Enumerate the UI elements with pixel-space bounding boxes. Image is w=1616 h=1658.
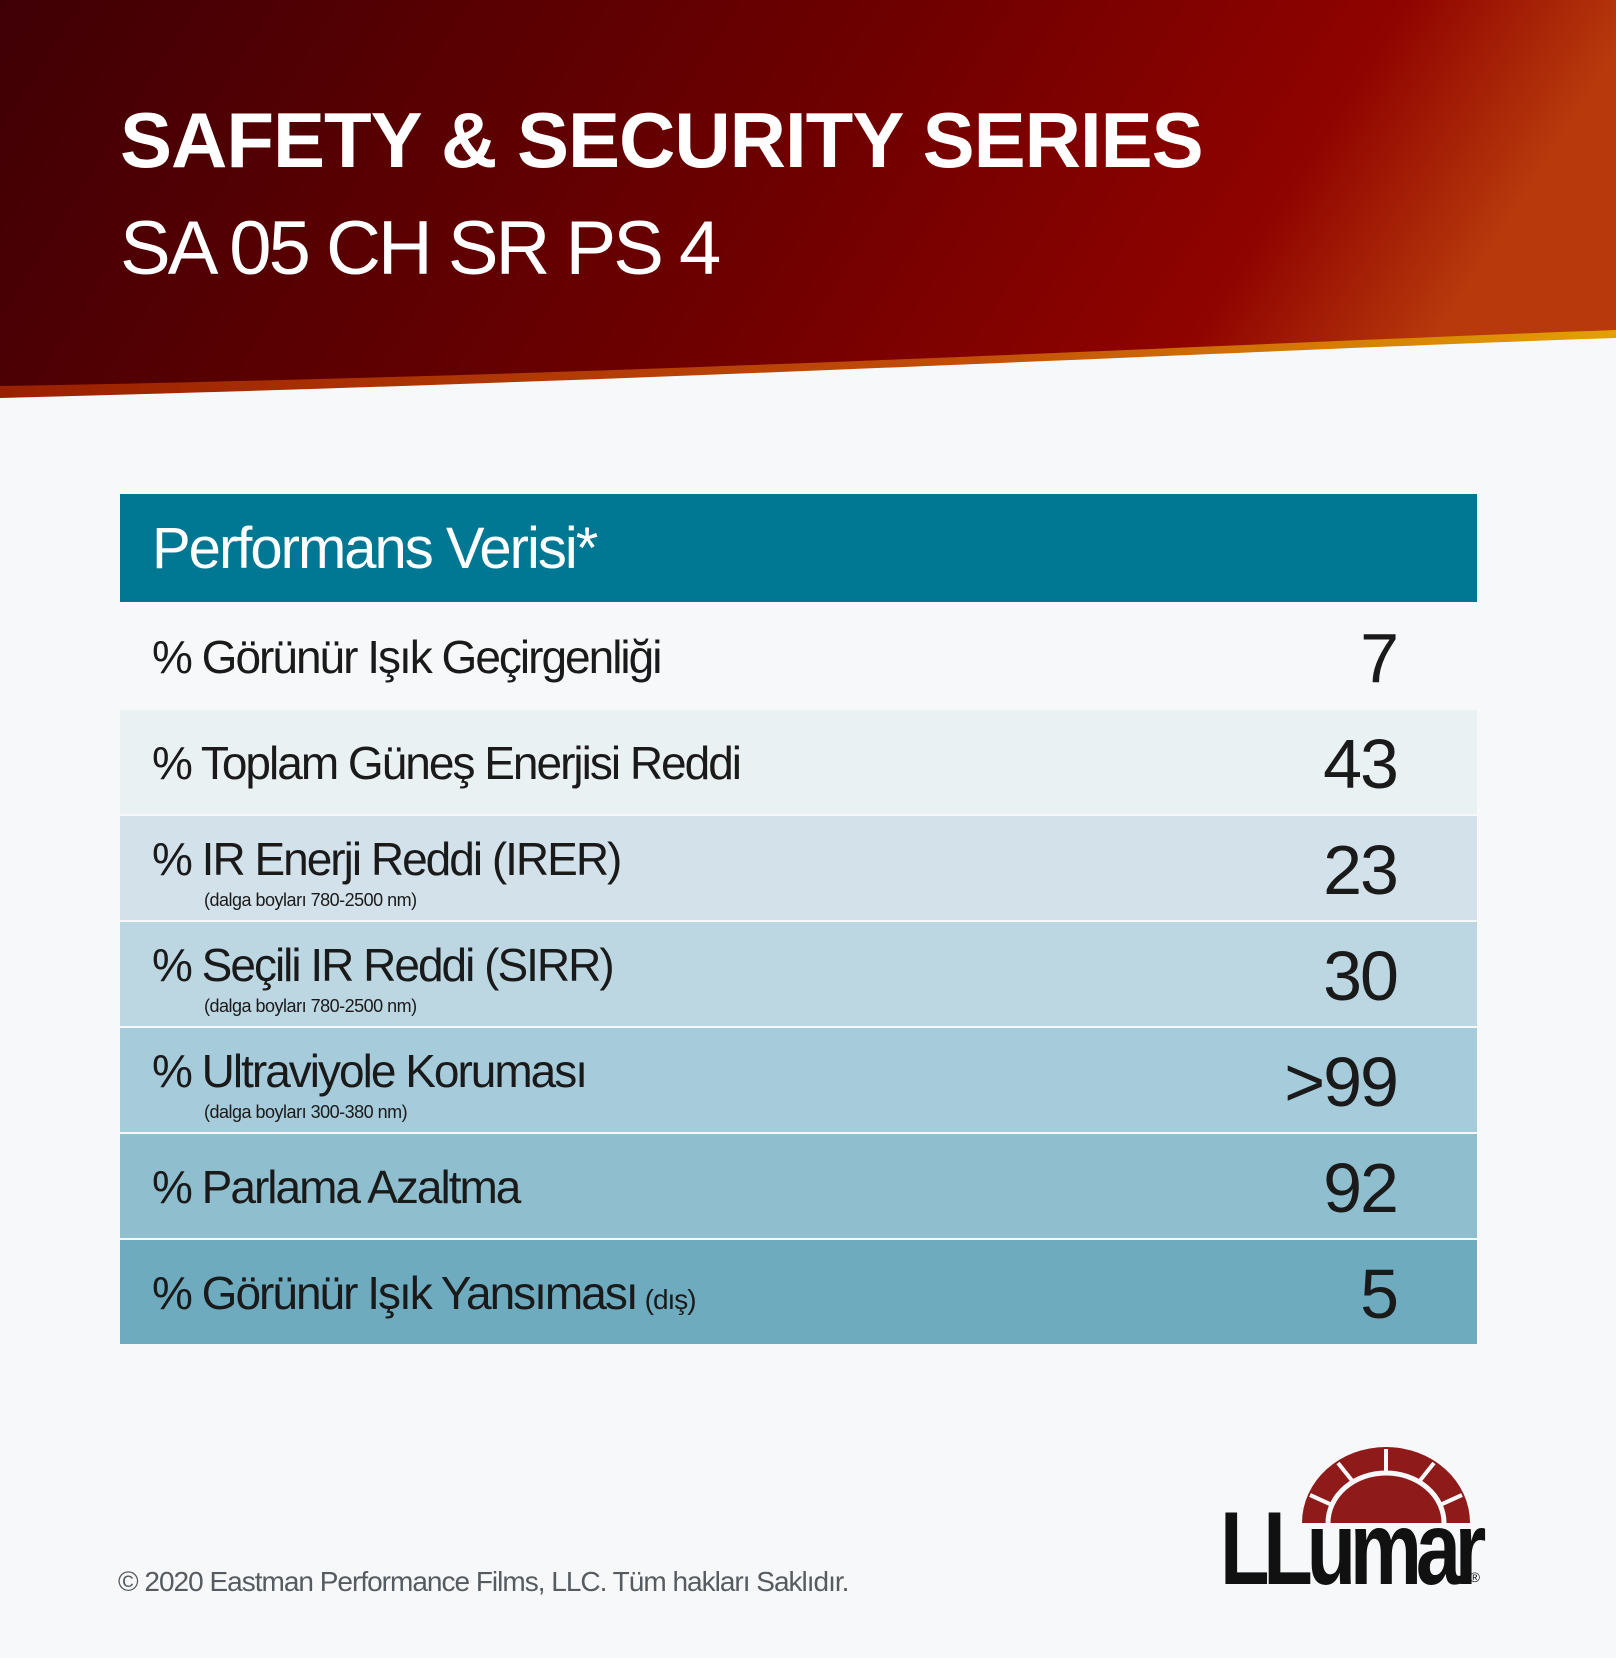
table-header: Performans Verisi*: [120, 494, 1477, 602]
table-row: % Seçili IR Reddi (SIRR) (dalga boyları 7…: [120, 920, 1477, 1026]
row-label-text: % Ultraviyole Koruması: [152, 1045, 588, 1097]
row-value: 7: [1360, 619, 1399, 697]
row-label-text: % Görünür Işık Yansıması: [152, 1267, 639, 1319]
table-row: % Toplam Güneş Enerjisi Reddi 43: [120, 708, 1477, 814]
table-row: % Ultraviyole Koruması (dalga boyları 300…: [120, 1026, 1477, 1132]
row-wavelength-note: (dalga boyları 300-380 nm): [204, 1102, 408, 1122]
logo-wordmark: LLumar: [1220, 1491, 1486, 1607]
row-label: % Görünür Işık Geçirgenliği: [152, 630, 662, 684]
row-label-text: % Seçili IR Reddi (SIRR): [152, 939, 615, 991]
row-label: % Seçili IR Reddi (SIRR): [152, 938, 615, 992]
row-label-text: % Toplam Güneş Enerjisi Reddi: [152, 737, 742, 789]
row-label-text: % Görünür Işık Geçirgenliği: [152, 631, 662, 683]
banner-background: [0, 0, 1616, 398]
copyright-text: © 2020 Eastman Performance Films, LLC. T…: [118, 1566, 849, 1597]
row-label: % IR Enerji Reddi (IRER): [152, 832, 622, 886]
row-label-text: % Parlama Azaltma: [152, 1161, 521, 1213]
row-label: % Parlama Azaltma: [152, 1160, 521, 1214]
sunburst-logo-icon: [1302, 1447, 1470, 1524]
llumar-logo: LLumar ®: [1220, 1445, 1486, 1601]
performance-table: Performans Verisi* % Görünür Işık Geçirg…: [120, 494, 1477, 1344]
row-label-text: % IR Enerji Reddi (IRER): [152, 833, 622, 885]
row-wavelength-note: (dalga boyları 780-2500 nm): [204, 996, 417, 1016]
row-value: 23: [1323, 831, 1399, 909]
registered-mark: ®: [1469, 1569, 1480, 1585]
row-value: 5: [1360, 1255, 1399, 1333]
row-value: >99: [1284, 1043, 1399, 1121]
table-row: % Parlama Azaltma 92: [120, 1132, 1477, 1238]
row-value: 30: [1323, 937, 1399, 1015]
row-label: % Toplam Güneş Enerjisi Reddi: [152, 736, 742, 790]
series-title: SAFETY & SECURITY SERIES: [120, 96, 1204, 184]
header-banner: SAFETY & SECURITY SERIES SA 05 CH SR PS …: [0, 0, 1616, 410]
row-label: % Görünür Işık Yansıması (dış): [152, 1266, 697, 1320]
row-wavelength-note: (dalga boyları 780-2500 nm): [204, 890, 417, 910]
row-label: % Ultraviyole Koruması: [152, 1044, 588, 1098]
table-rows: % Görünür Işık Geçirgenliği 7 % Toplam Gün…: [120, 602, 1477, 1344]
row-qualifier: (dış): [644, 1284, 697, 1315]
row-value: 92: [1323, 1149, 1399, 1227]
table-title: Performans Verisi*: [152, 515, 598, 581]
table-row: % Görünür Işık Yansıması (dış) 5: [120, 1238, 1477, 1344]
row-value: 43: [1323, 725, 1399, 803]
table-row: % IR Enerji Reddi (IRER) (dalga boyları 7…: [120, 814, 1477, 920]
product-code: SA 05 CH SR PS 4: [120, 206, 721, 291]
table-row: % Görünür Işık Geçirgenliği 7: [120, 602, 1477, 708]
